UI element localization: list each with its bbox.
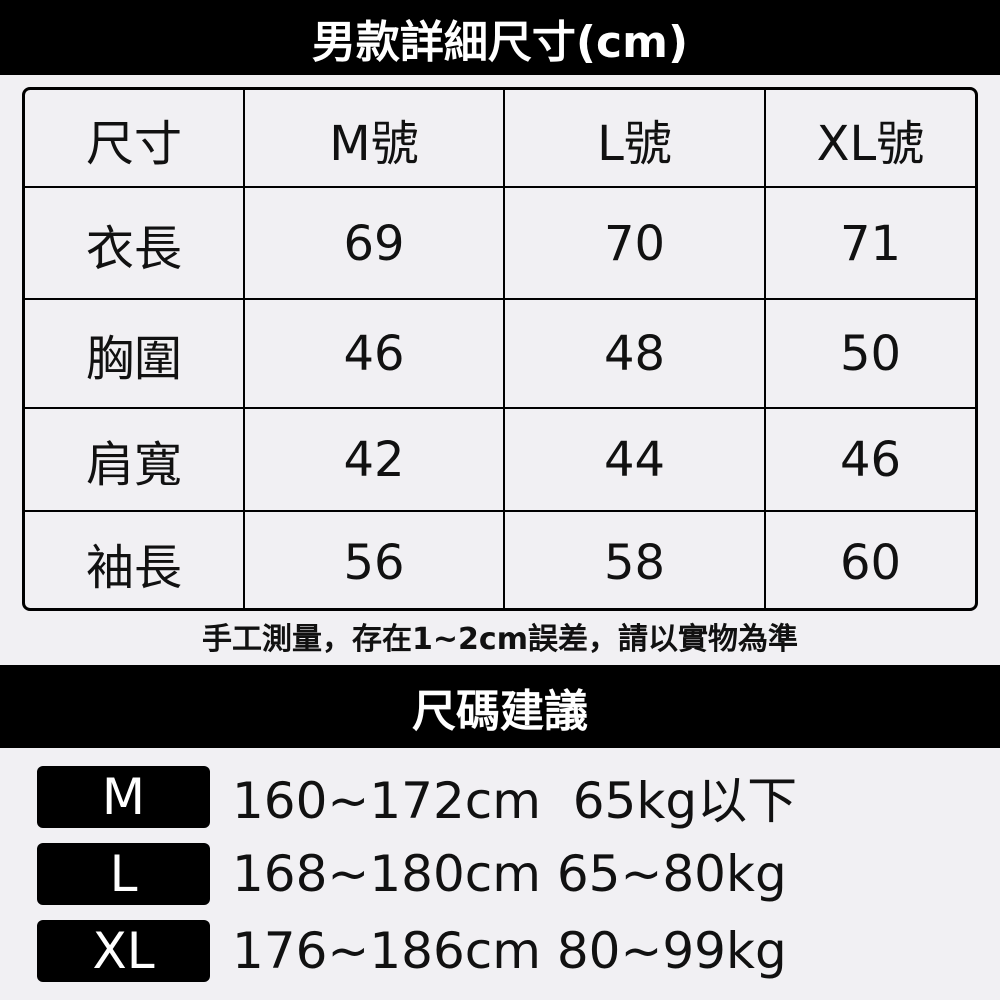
header-cell: 尺寸 <box>85 115 182 172</box>
table-cell: 70 <box>503 188 764 299</box>
size-badge: L <box>37 843 210 905</box>
table-cell: 69 <box>243 188 503 299</box>
row-label: 袖長 <box>85 540 182 596</box>
row-label: 衣長 <box>85 220 182 277</box>
table-cell: 50 <box>764 300 975 408</box>
table-cell: 58 <box>503 512 764 608</box>
suggestion-title: 尺碼建議 <box>0 665 1000 748</box>
header-cell: M號 <box>243 90 503 187</box>
table-row: 袖長 56 58 60 <box>25 510 975 608</box>
suggestion-row: XL 176~186cm 80~99kg <box>37 920 787 982</box>
table-cell: 48 <box>503 300 764 408</box>
table-cell: 46 <box>243 300 503 408</box>
table-row: 肩寬 42 44 46 <box>25 407 975 511</box>
size-badge: XL <box>37 920 210 982</box>
header-cell: L號 <box>503 90 764 187</box>
table-cell: 46 <box>764 409 975 511</box>
measurement-note: 手工測量，存在1~2cm誤差，請以實物為準 <box>202 622 798 657</box>
table-row: 衣長 69 70 71 <box>25 186 975 299</box>
table-cell: 42 <box>243 409 503 511</box>
row-label: 肩寬 <box>85 437 182 493</box>
size-table: 尺寸 M號 L號 XL號 衣長 69 70 71 胸圍 46 48 50 肩寬 … <box>22 87 978 611</box>
chart-title: 男款詳細尺寸(cm) <box>0 0 1000 75</box>
suggestion-row: M 160~172cm 65kg以下 <box>37 766 797 830</box>
row-label: 胸圍 <box>85 331 182 387</box>
suggestion-text: 176~186cm 80~99kg <box>232 922 787 980</box>
table-header-row: 尺寸 M號 L號 XL號 <box>25 90 975 187</box>
suggestion-row: L 168~180cm 65~80kg <box>37 843 787 905</box>
suggestion-text: 168~180cm 65~80kg <box>232 845 787 903</box>
table-cell: 71 <box>764 188 975 299</box>
table-cell: 56 <box>243 512 503 608</box>
suggestion-text: 160~172cm 65kg以下 <box>232 772 798 830</box>
table-row: 胸圍 46 48 50 <box>25 298 975 408</box>
table-cell: 60 <box>764 512 975 608</box>
table-cell: 44 <box>503 409 764 511</box>
size-badge: M <box>37 766 210 828</box>
header-cell: XL號 <box>764 90 975 187</box>
